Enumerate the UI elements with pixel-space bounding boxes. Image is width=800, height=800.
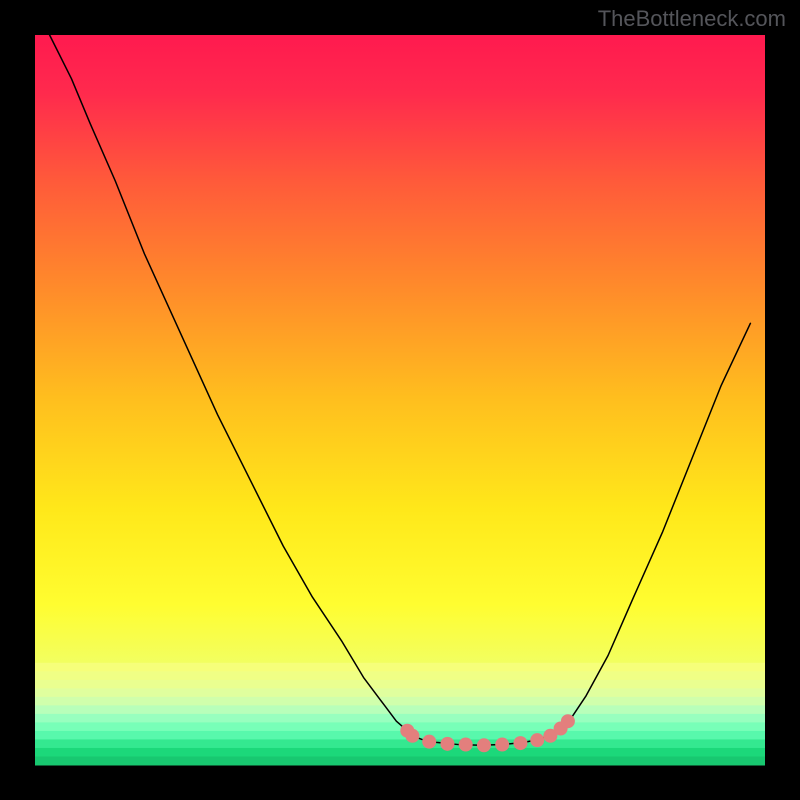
attribution-text: TheBottleneck.com (598, 6, 786, 32)
gradient-background (35, 35, 765, 765)
bottom-color-band (35, 663, 765, 766)
bottleneck-chart (0, 0, 800, 800)
